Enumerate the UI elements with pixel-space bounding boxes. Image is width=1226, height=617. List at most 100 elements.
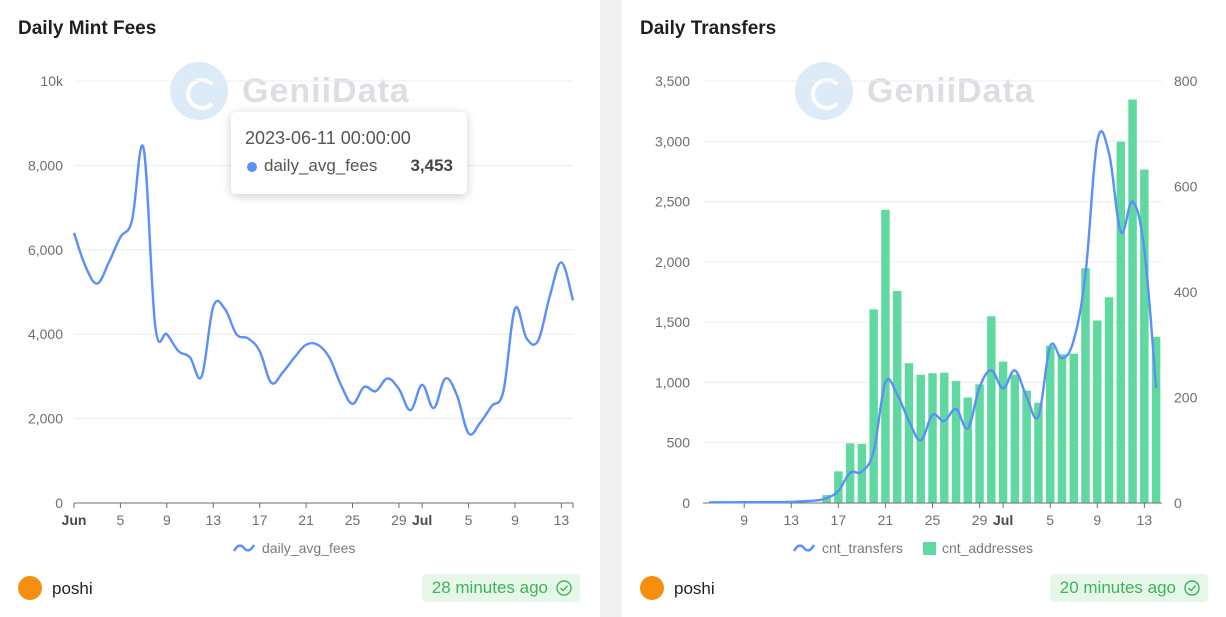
- panel-footer: poshi 20 minutes ago: [622, 572, 1226, 606]
- y-tick-label: 2,000: [28, 411, 63, 427]
- y-tick-label: 6,000: [28, 242, 63, 258]
- bar-cnt-addresses: [869, 309, 878, 503]
- bar-cnt-addresses: [963, 397, 973, 503]
- y-left-tick-label: 2,000: [655, 254, 690, 270]
- y-tick-label: 8,000: [28, 157, 63, 173]
- updated-badge: 28 minutes ago: [421, 574, 580, 602]
- watermark-text: GeniiData: [242, 71, 410, 110]
- series-line-daily-avg-fees: [72, 144, 575, 436]
- mint-fees-chart[interactable]: 0 2,000 4,000 6,000 8,000 10k Jun 5 9 13 17 21 25 29 J…: [0, 0, 600, 570]
- chart-legend[interactable]: cnt_transfers cnt_addresses: [792, 540, 1033, 556]
- updated-time: 20 minutes ago: [1059, 578, 1176, 597]
- watermark: GeniiData: [170, 62, 410, 120]
- y-right-tick-label: 0: [1174, 495, 1182, 511]
- x-tick-label: Jul: [412, 512, 432, 528]
- x-tick-label: 9: [740, 512, 748, 528]
- y-tick-label: 4,000: [28, 326, 63, 342]
- legend-item-cnt-addresses[interactable]: cnt_addresses: [922, 540, 1033, 556]
- y-left-tick-label: 3,500: [655, 73, 690, 89]
- legend-label: cnt_transfers: [822, 540, 903, 556]
- tooltip-date: 2023-06-11 00:00:00: [245, 128, 411, 148]
- x-tick-label: Jun: [62, 512, 87, 528]
- bar-cnt-addresses: [1034, 402, 1043, 503]
- geniidata-logo-icon: [795, 62, 853, 120]
- bar-cnt-addresses: [975, 384, 984, 503]
- x-tick-label: 21: [298, 512, 314, 528]
- bar-cnt-addresses: [892, 290, 902, 503]
- bar-cnt-addresses: [1151, 336, 1161, 503]
- check-circle-icon: [1184, 580, 1200, 596]
- tooltip-series-dot: [247, 162, 257, 172]
- legend-item-cnt-transfers[interactable]: cnt_transfers: [792, 540, 903, 556]
- bar-series-icon: [922, 541, 936, 555]
- panel-footer: poshi 28 minutes ago: [0, 572, 600, 606]
- avatar[interactable]: [640, 576, 664, 600]
- x-tick-label: Jul: [993, 512, 1013, 528]
- y-right-tick-label: 600: [1174, 179, 1198, 195]
- y-left-tick-label: 500: [667, 435, 691, 451]
- bar-cnt-addresses: [1081, 268, 1090, 503]
- line-series-icon: [232, 544, 256, 552]
- panel-title: Daily Mint Fees: [18, 18, 157, 39]
- x-tick-label: 13: [1137, 512, 1153, 528]
- y-left-tick-label: 1,500: [655, 314, 690, 330]
- x-tick-label: 5: [1046, 512, 1054, 528]
- y-left-tick-label: 2,500: [655, 194, 690, 210]
- bar-cnt-addresses: [940, 372, 949, 503]
- bar-cnt-addresses: [1104, 297, 1114, 503]
- legend-item-daily-avg-fees[interactable]: daily_avg_fees: [232, 540, 355, 556]
- x-tick-label: 13: [205, 512, 221, 528]
- avatar[interactable]: [18, 576, 42, 600]
- bar-cnt-addresses: [1128, 99, 1137, 504]
- x-tick-label: 17: [252, 512, 268, 528]
- bar-cnt-addresses: [987, 316, 996, 503]
- bar-cnt-addresses: [881, 209, 890, 503]
- bar-cnt-addresses: [1069, 353, 1078, 503]
- chart-legend[interactable]: daily_avg_fees: [232, 540, 355, 556]
- watermark: GeniiData: [795, 62, 1035, 120]
- tooltip-value: 3,453: [410, 156, 453, 175]
- chart-tooltip: 2023-06-11 00:00:00 daily_avg_fees 3,453: [231, 112, 467, 194]
- bar-cnt-addresses: [834, 471, 843, 503]
- panel-title: Daily Transfers: [640, 18, 777, 39]
- bar-cnt-addresses: [1116, 141, 1126, 503]
- bar-cnt-addresses: [1057, 354, 1067, 503]
- x-tick-label: 29: [972, 512, 988, 528]
- x-tick-label: 17: [831, 512, 847, 528]
- y-tick-label: 0: [55, 495, 63, 511]
- x-tick-label: 5: [465, 512, 473, 528]
- x-tick-label: 25: [925, 512, 941, 528]
- line-series-icon: [792, 544, 816, 552]
- legend-label: cnt_addresses: [941, 540, 1033, 556]
- bar-cnt-addresses: [1093, 320, 1102, 503]
- x-tick-label: 21: [878, 512, 894, 528]
- series-line-cnt-transfers: [708, 130, 1158, 504]
- bar-cnt-addresses: [857, 443, 867, 503]
- daily-transfers-panel: Daily Transfers GeniiData 0 500 1,000 1,500…: [622, 0, 1226, 617]
- y-right-tick-label: 200: [1174, 390, 1198, 406]
- bar-cnt-addresses: [916, 374, 925, 503]
- y-left-tick-label: 0: [682, 495, 690, 511]
- bar-cnt-addresses: [1140, 169, 1149, 503]
- bar-cnt-addresses: [904, 363, 914, 503]
- bar-cnt-addresses: [1045, 345, 1055, 503]
- tooltip-series-name: daily_avg_fees: [264, 156, 378, 175]
- y-left-tick-label: 3,000: [655, 133, 690, 149]
- y-left-tick-label: 1,000: [655, 374, 690, 390]
- x-tick-label: 9: [511, 512, 519, 528]
- x-tick-label: 9: [1093, 512, 1101, 528]
- check-circle-icon: [556, 580, 572, 596]
- transfers-chart[interactable]: 0 500 1,000 1,500 2,000 2,500 3,000 3,500 0 200 40…: [622, 0, 1226, 570]
- legend-label: daily_avg_fees: [262, 540, 356, 556]
- daily-mint-fees-panel: Daily Mint Fees GeniiData 0 2,000 4,000 6,0…: [0, 0, 600, 617]
- bar-cnt-addresses: [998, 361, 1008, 503]
- author-name[interactable]: poshi: [674, 579, 715, 598]
- y-right-tick-label: 400: [1174, 284, 1198, 300]
- bar-cnt-addresses: [1010, 374, 1020, 503]
- x-tick-label: 5: [117, 512, 125, 528]
- bar-cnt-addresses: [951, 381, 961, 503]
- x-tick-label: 25: [345, 512, 361, 528]
- author-name[interactable]: poshi: [52, 579, 93, 598]
- x-tick-label: 29: [391, 512, 407, 528]
- x-tick-label: 13: [783, 512, 799, 528]
